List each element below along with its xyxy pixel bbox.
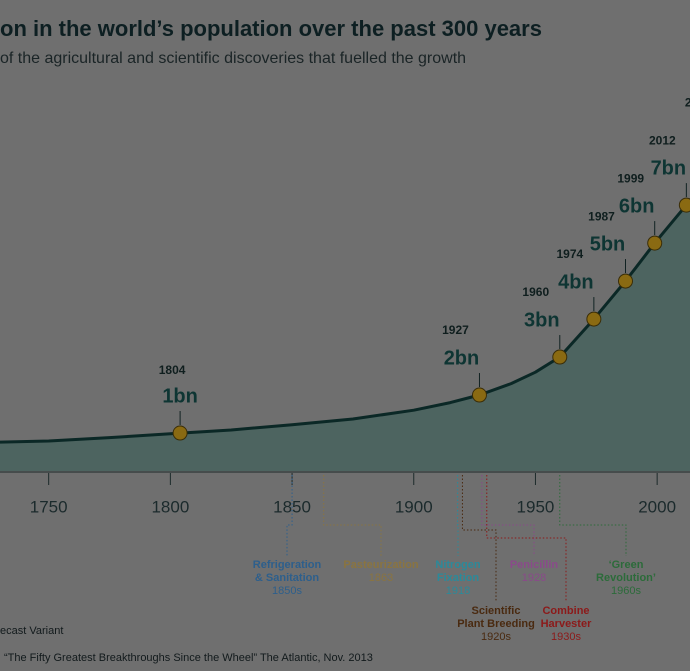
point-year-label: 1974 — [557, 247, 584, 261]
point-year-label: 1960 — [522, 285, 549, 299]
point — [471, 387, 487, 403]
point-year-label: 1927 — [442, 323, 469, 337]
area — [0, 200, 690, 471]
point-year-label: 2012 — [649, 133, 676, 147]
breakthrough-label: Pasteurization — [343, 559, 418, 571]
legend-note: ecast Variant — [0, 625, 63, 637]
breakthrough-leader — [286, 475, 293, 556]
breakthrough-label: Fixation — [437, 572, 479, 584]
breakthrough-year: 1850s — [272, 585, 302, 597]
breakthrough-year: 1863 — [369, 572, 393, 584]
breakthrough-label: Plant Breeding — [457, 618, 535, 630]
point — [678, 197, 690, 213]
point-value-label: 1bn — [162, 385, 198, 407]
point — [586, 311, 602, 327]
point-value-label: 4bn — [558, 271, 594, 293]
breakthrough-label: Revolution’ — [596, 572, 656, 584]
breakthrough-year: 1960s — [611, 585, 641, 597]
point — [647, 235, 663, 251]
line — [0, 197, 690, 444]
point-year-label: 1804 — [159, 363, 186, 377]
breakthrough-label: Nitrogen — [435, 559, 481, 571]
chart-title: on in the world’s population over the pa… — [0, 16, 542, 41]
x-tick-label: 1900 — [395, 497, 433, 516]
point-year-label: 1999 — [617, 171, 644, 185]
breakthrough-label: Refrigeration — [253, 559, 322, 571]
point-value-label: 3bn — [524, 309, 560, 331]
x-tick-label: 1950 — [517, 497, 555, 516]
point — [172, 425, 188, 441]
breakthrough-year: 1930s — [551, 631, 581, 643]
point-year-label: 1987 — [588, 209, 615, 223]
breakthrough-label: Harvester — [541, 618, 592, 630]
chart-subtitle: of the agricultural and scientific disco… — [0, 50, 466, 67]
source: “The Fifty Greatest Breakthroughs Since … — [4, 652, 373, 664]
breakthrough-year: 1928 — [522, 572, 546, 584]
point-value-label: 5bn — [590, 233, 626, 255]
breakthrough-label: & Sanitation — [255, 572, 319, 584]
x-tick-label: 1750 — [30, 497, 68, 516]
breakthrough-year: 1920s — [481, 631, 511, 643]
breakthrough-label: Penicillin — [510, 559, 559, 571]
breakthrough-leader — [486, 475, 567, 602]
breakthrough-leader — [323, 475, 382, 556]
breakthrough-leader — [481, 475, 535, 556]
point-year-label: 20 — [685, 95, 690, 109]
point-value-label: 6bn — [619, 195, 655, 217]
x-tick-label: 1800 — [151, 497, 189, 516]
point-value-label: 7bn — [651, 157, 687, 179]
point — [552, 349, 568, 365]
breakthrough-year: 1918 — [446, 585, 470, 597]
point-value-label: 2bn — [444, 347, 480, 369]
breakthrough-label: Combine — [542, 605, 589, 617]
breakthrough-label: ‘Green — [609, 559, 644, 571]
breakthrough-leader — [559, 475, 627, 556]
x-tick-label: 2000 — [638, 497, 676, 516]
breakthrough-label: Scientific — [472, 605, 521, 617]
point — [618, 273, 634, 289]
